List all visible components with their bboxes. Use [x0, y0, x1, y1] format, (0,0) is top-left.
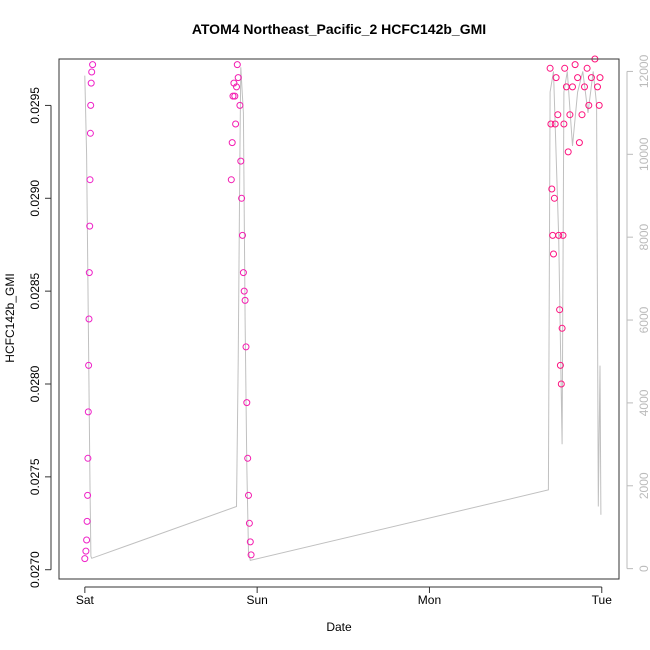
- altitude-line-layer: [84, 67, 602, 562]
- data-point: [87, 79, 95, 87]
- data-point: [238, 194, 246, 202]
- data-point: [245, 519, 253, 527]
- data-point: [555, 231, 563, 239]
- y-right-tick-label: 12000: [637, 54, 650, 88]
- data-point: [86, 176, 94, 184]
- x-axis-label: Date: [326, 620, 352, 634]
- data-point: [86, 222, 94, 230]
- data-point: [228, 139, 236, 147]
- data-point: [564, 148, 572, 156]
- y-right-tick-label: 0: [637, 565, 650, 572]
- y-tick-label: 0.0280: [28, 365, 42, 402]
- data-point: [245, 491, 252, 499]
- data-point: [557, 380, 565, 388]
- data-point: [247, 551, 255, 559]
- data-point: [594, 83, 601, 91]
- data-point: [581, 83, 588, 91]
- y-tick-label: 0.0285: [28, 272, 42, 309]
- data-point: [242, 343, 250, 351]
- data-point: [578, 111, 586, 119]
- data-point: [236, 101, 244, 109]
- data-point: [561, 64, 569, 72]
- y-right-tick-label: 4000: [637, 389, 650, 416]
- data-point: [243, 399, 251, 407]
- data-point: [585, 101, 593, 109]
- data-point: [552, 74, 560, 82]
- data-point: [233, 83, 240, 91]
- data-point: [85, 269, 93, 277]
- data-point: [571, 61, 579, 69]
- data-point: [81, 555, 89, 563]
- y-tick-label: 0.0295: [28, 87, 42, 124]
- data-point: [595, 101, 603, 109]
- data-point: [84, 454, 92, 462]
- data-point: [551, 120, 559, 128]
- data-point: [237, 157, 245, 165]
- data-point: [554, 111, 562, 119]
- x-tick-label: Sun: [246, 593, 267, 607]
- data-point: [558, 324, 566, 332]
- data-point: [83, 536, 91, 544]
- data-point: [86, 129, 94, 137]
- y-axis-label: HCFC142b_GMI: [3, 273, 17, 362]
- data-point: [559, 231, 567, 239]
- altitude-series-line: [84, 67, 602, 562]
- data-point: [560, 120, 568, 128]
- data-point: [231, 92, 239, 100]
- y-tick-label: 0.0270: [28, 551, 42, 588]
- data-points-layer: [81, 55, 604, 563]
- data-point: [549, 231, 557, 239]
- data-point: [84, 408, 92, 416]
- y-right-tick-label: 8000: [637, 223, 650, 250]
- data-point: [87, 101, 95, 109]
- data-point: [583, 64, 591, 72]
- data-point: [546, 64, 554, 72]
- x-tick-label: Tue: [592, 593, 613, 607]
- y-tick-label: 0.0275: [28, 458, 42, 495]
- data-point: [566, 111, 574, 119]
- data-point: [556, 306, 564, 314]
- x-tick-label: Mon: [418, 593, 441, 607]
- chart-title: ATOM4 Northeast_Pacific_2 HCFC142b_GMI: [192, 21, 486, 37]
- data-point: [88, 68, 96, 76]
- data-point: [89, 61, 97, 69]
- data-point: [575, 139, 583, 147]
- data-point: [556, 361, 564, 369]
- y-right-tick-label: 2000: [637, 472, 650, 499]
- data-point: [244, 454, 252, 462]
- data-point: [587, 74, 595, 82]
- x-tick-label: Sat: [76, 593, 95, 607]
- y-axis-right: 0 2000 4000 6000 8000 10000 12000: [626, 54, 650, 572]
- data-point: [85, 361, 93, 369]
- data-point: [239, 269, 247, 277]
- data-point: [82, 547, 90, 555]
- data-point: [233, 61, 241, 69]
- y-tick-label: 0.0290: [28, 180, 42, 217]
- data-point: [574, 74, 582, 82]
- data-point: [550, 250, 557, 258]
- data-point: [548, 185, 556, 193]
- y-right-tick-label: 10000: [637, 137, 650, 171]
- data-point: [241, 296, 249, 304]
- data-point: [547, 120, 555, 128]
- y-right-tick-label: 6000: [637, 306, 650, 333]
- data-point: [227, 176, 235, 184]
- data-point: [596, 74, 604, 82]
- data-point: [240, 287, 248, 295]
- data-point: [234, 74, 242, 82]
- data-point: [569, 83, 576, 91]
- x-axis: Sat Sun Mon Tue: [76, 586, 613, 607]
- plot-frame: [58, 58, 620, 580]
- data-point: [85, 315, 93, 323]
- data-point: [83, 517, 91, 525]
- data-point: [232, 120, 240, 128]
- data-point: [239, 231, 246, 239]
- data-point: [246, 538, 254, 546]
- data-point: [550, 194, 558, 202]
- y-axis-left: 0.0270 0.0275 0.0280 0.0285 0.0290 0.0295: [28, 87, 52, 588]
- data-point: [84, 491, 92, 499]
